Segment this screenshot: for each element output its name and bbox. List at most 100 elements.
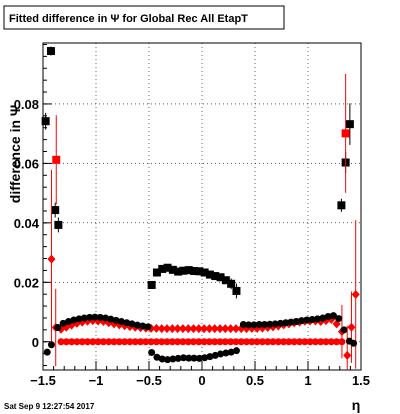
data-point-square	[341, 129, 350, 138]
data-point-circle	[216, 338, 224, 346]
x-tick-label: −1.5	[30, 373, 56, 388]
data-point-square	[41, 117, 50, 126]
data-point-circle	[139, 322, 147, 330]
data-point-circle	[54, 323, 62, 331]
data-point-diamond	[178, 324, 187, 334]
y-tick-label: 0.04	[14, 216, 40, 231]
data-point-circle	[148, 348, 156, 356]
data-point-circle	[195, 338, 203, 346]
data-point-circle	[271, 320, 279, 328]
data-point-circle	[89, 338, 97, 346]
data-point-circle	[314, 315, 322, 323]
data-point-circle	[250, 321, 258, 329]
data-point-square	[51, 206, 60, 215]
data-point-circle	[96, 313, 104, 321]
data-point-circle	[86, 313, 94, 321]
chart-title: Fitted difference in Ψ for Global Rec Al…	[9, 13, 248, 25]
data-point-circle	[43, 348, 51, 356]
data-point-diamond	[351, 289, 360, 299]
data-point-circle	[158, 355, 166, 363]
data-point-circle	[285, 338, 293, 346]
data-point-circle	[301, 338, 309, 346]
data-point-circle	[179, 354, 187, 362]
data-point-circle	[84, 338, 92, 346]
data-point-diamond	[200, 324, 209, 334]
data-point-circle	[205, 338, 213, 346]
data-point-circle	[142, 338, 150, 346]
data-point-circle	[179, 338, 187, 346]
data-point-circle	[317, 338, 325, 346]
data-point-circle	[68, 338, 76, 346]
data-point-circle	[306, 338, 314, 346]
data-point-circle	[78, 338, 86, 346]
data-point-square	[54, 220, 63, 229]
data-point-circle	[311, 338, 319, 346]
data-point-circle	[327, 338, 335, 346]
data-point-circle	[112, 316, 120, 324]
data-point-circle	[201, 354, 209, 362]
data-point-diamond	[189, 324, 198, 334]
data-point-circle	[280, 338, 288, 346]
data-point-circle	[152, 338, 160, 346]
data-point-circle	[322, 338, 330, 346]
data-point-square	[152, 268, 161, 277]
data-point-square	[46, 47, 55, 56]
data-point-circle	[59, 319, 67, 327]
data-point-circle	[266, 320, 274, 328]
data-point-circle	[70, 316, 78, 324]
data-point-circle	[117, 318, 125, 326]
data-point-circle	[338, 338, 346, 346]
data-point-diamond	[231, 324, 240, 334]
data-point-circle	[276, 319, 284, 327]
y-axis-title: difference in Ψ	[7, 105, 23, 203]
data-point-circle	[195, 354, 203, 362]
data-point-circle	[168, 338, 176, 346]
data-point-square	[200, 268, 209, 277]
data-point-circle	[221, 338, 229, 346]
data-point-circle	[64, 318, 72, 326]
data-point-diamond	[205, 324, 214, 334]
data-point-square	[184, 266, 193, 275]
data-point-circle	[206, 353, 214, 361]
data-point-square	[232, 286, 241, 295]
data-point-circle	[303, 316, 311, 324]
data-point-circle	[282, 319, 290, 327]
data-point-diamond	[210, 324, 219, 334]
data-point-circle	[94, 338, 102, 346]
data-point-square	[205, 270, 214, 279]
data-point-circle	[137, 338, 145, 346]
data-point-circle	[75, 315, 83, 323]
data-point-circle	[255, 321, 263, 329]
data-point-square	[195, 267, 204, 276]
data-point-square	[221, 276, 230, 285]
data-point-circle	[105, 338, 113, 346]
title-box	[3, 5, 285, 30]
data-point-circle	[237, 338, 245, 346]
data-point-circle	[211, 338, 219, 346]
data-point-square	[211, 272, 220, 281]
y-tick-label: 0	[32, 335, 39, 350]
data-point-circle	[243, 338, 251, 346]
data-point-circle	[80, 314, 88, 322]
data-point-circle	[57, 338, 65, 346]
data-point-circle	[153, 353, 161, 361]
data-point-circle	[298, 317, 306, 325]
data-point-circle	[333, 338, 341, 346]
data-point-circle	[227, 348, 235, 356]
data-point-square	[168, 265, 177, 274]
x-tick-label: −0.5	[136, 373, 162, 388]
data-point-circle	[287, 318, 295, 326]
data-point-circle	[133, 321, 141, 329]
data-point-circle	[164, 356, 172, 364]
x-tick-label: 0	[198, 373, 205, 388]
axis-ticks	[42, 43, 362, 370]
data-point-circle	[264, 338, 272, 346]
data-point-circle	[73, 338, 81, 346]
data-point-circle	[211, 351, 219, 359]
data-point-circle	[121, 338, 129, 346]
y-tick-label: 0.06	[14, 156, 39, 171]
data-point-circle	[261, 321, 269, 329]
data-point-circle	[335, 315, 343, 323]
data-point-circle	[131, 338, 139, 346]
